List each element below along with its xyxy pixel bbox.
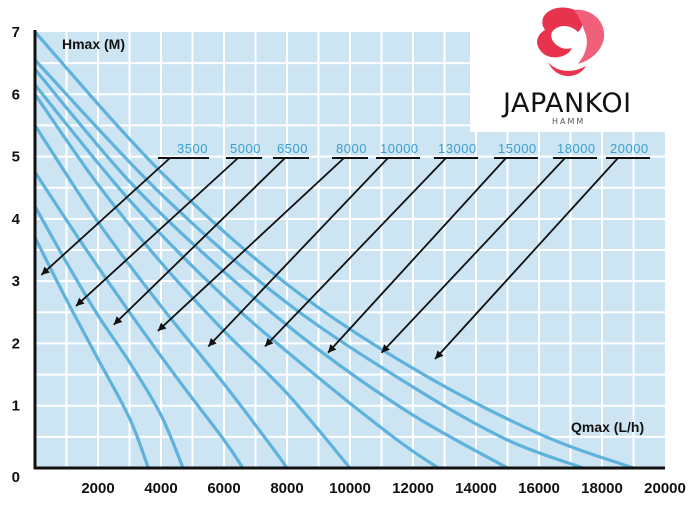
x-tick-label: 6000 xyxy=(207,480,240,497)
x-tick-label: 16000 xyxy=(518,480,560,497)
y-tick-label: 2 xyxy=(12,335,20,352)
japankoi-logo: JAPANKOI HAMM xyxy=(470,0,700,132)
model-label-20000: 20000 xyxy=(610,141,649,156)
arrowhead-18000 xyxy=(381,344,390,353)
model-label-6500: 6500 xyxy=(277,141,308,156)
curve-3500 xyxy=(33,235,150,470)
logo-subtitle: HAMM xyxy=(552,117,585,126)
y-tick-label: 4 xyxy=(12,211,21,228)
arrowhead-3500 xyxy=(41,266,50,275)
y-axis-title: Hmax (M) xyxy=(62,36,125,52)
x-tick-label: 12000 xyxy=(392,480,434,497)
leader-line-13000 xyxy=(264,157,447,348)
model-label-15000: 15000 xyxy=(498,141,537,156)
arrowhead-5000 xyxy=(75,297,85,307)
arrowhead-15000 xyxy=(327,344,337,353)
y-tick-label: 5 xyxy=(12,149,20,166)
model-label-10000: 10000 xyxy=(380,141,419,156)
leader-line-20000 xyxy=(434,157,619,360)
leader-line-10000 xyxy=(207,157,389,348)
x-axis-title: Qmax (L/h) xyxy=(571,419,644,435)
tick-labels: 0 1 2 3 4 5 6 7 2000 4000 6000 8000 10000 12000 14000 1… xyxy=(12,24,686,497)
arrowhead-10000 xyxy=(208,337,217,347)
arrowhead-8000 xyxy=(157,322,167,331)
arrowhead-20000 xyxy=(435,350,444,359)
curve-8000 xyxy=(33,123,289,470)
y-tick-label: 3 xyxy=(12,273,20,290)
y-tick-label: 6 xyxy=(12,86,20,103)
x-tick-label: 18000 xyxy=(581,480,623,497)
x-tick-label: 20000 xyxy=(644,480,686,497)
leader-line-15000 xyxy=(327,157,507,354)
arrowhead-13000 xyxy=(264,338,274,347)
y-tick-label: 7 xyxy=(12,24,20,41)
axes xyxy=(33,30,665,470)
curve-20000 xyxy=(33,30,636,470)
model-labels: 3500 5000 6500 8000 10000 13000 15000 18000 2000… xyxy=(158,141,650,159)
x-tick-label: 4000 xyxy=(144,480,177,497)
leader-line-8000 xyxy=(157,157,345,332)
curve-18000 xyxy=(33,58,585,470)
x-tick-label: 10000 xyxy=(329,480,371,497)
leader-line-5000 xyxy=(75,157,239,307)
leader-line-6500 xyxy=(113,157,286,326)
koi-fish-icon xyxy=(537,7,605,77)
curve-13000 xyxy=(33,83,440,470)
arrowhead-6500 xyxy=(113,316,123,325)
y-tick-label: 0 xyxy=(12,469,20,486)
leader-line-3500 xyxy=(40,157,171,276)
curve-6500 xyxy=(33,170,245,470)
model-label-3500: 3500 xyxy=(177,141,208,156)
x-tick-label: 8000 xyxy=(270,480,303,497)
curves xyxy=(33,30,636,470)
leader-line-18000 xyxy=(380,157,566,354)
model-label-5000: 5000 xyxy=(230,141,261,156)
model-label-18000: 18000 xyxy=(557,141,596,156)
label-leaders xyxy=(40,157,619,360)
x-tick-label: 14000 xyxy=(455,480,497,497)
curve-15000 xyxy=(33,67,510,470)
logo-wordmark: JAPANKOI xyxy=(501,88,632,119)
y-tick-label: 1 xyxy=(12,398,20,415)
curve-5000 xyxy=(33,204,185,470)
curve-10000 xyxy=(33,92,352,470)
model-label-13000: 13000 xyxy=(438,141,477,156)
x-tick-label: 2000 xyxy=(81,480,114,497)
model-label-8000: 8000 xyxy=(336,141,367,156)
